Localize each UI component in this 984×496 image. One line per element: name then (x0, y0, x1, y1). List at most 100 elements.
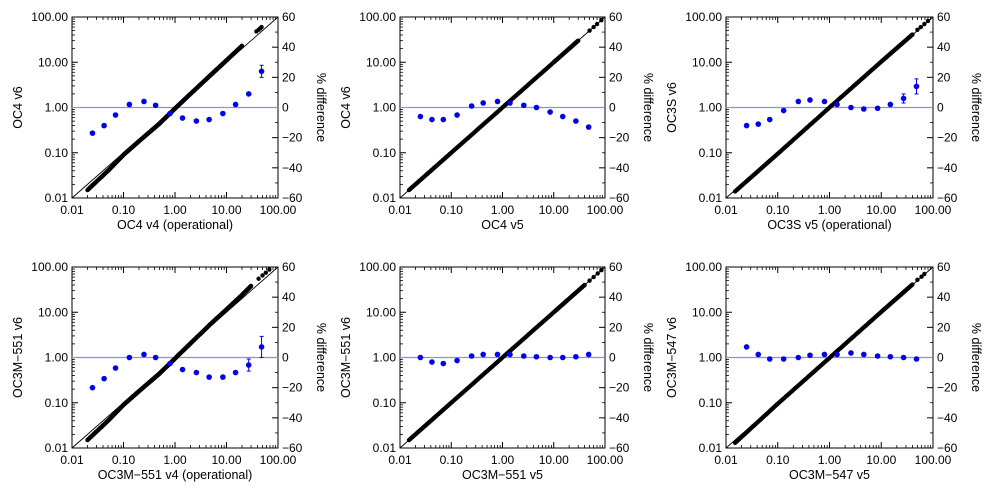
y-tick-label: 1.00 (45, 101, 69, 115)
x-tick-label: 0.01 (388, 453, 412, 467)
difference-point (429, 116, 435, 123)
y-axis-title: OC3M−551 v6 (11, 317, 25, 398)
scatter-points (732, 271, 927, 446)
x-tick-label: 0.10 (766, 203, 790, 217)
y2-tick-label: −20 (282, 131, 303, 145)
y-tick-label: 0.01 (373, 191, 397, 205)
difference-points (417, 98, 592, 130)
y2-tick-label: −40 (937, 411, 958, 425)
x-tick-label: 1.00 (818, 203, 842, 217)
difference-point (874, 105, 881, 112)
difference-point (520, 353, 527, 359)
difference-point (417, 113, 424, 120)
y2-tick-label: 40 (282, 290, 296, 304)
y2-tick-label: 60 (937, 260, 951, 274)
difference-point (848, 104, 854, 111)
y-axis-title: OC4 v6 (11, 86, 25, 128)
x-tick-label: 0.01 (388, 203, 412, 217)
difference-point (547, 354, 553, 361)
y2-tick-label: 20 (282, 70, 296, 84)
difference-point (821, 351, 828, 358)
x-tick-label: 0.01 (60, 453, 84, 467)
difference-point (795, 98, 802, 105)
difference-point (220, 110, 226, 117)
y-tick-label: 100.00 (685, 260, 722, 274)
scatter-point (915, 277, 920, 283)
scatter-point (248, 283, 254, 289)
scatter-point (599, 17, 604, 23)
x-tick-label: 0.01 (60, 203, 84, 217)
difference-point (887, 353, 894, 360)
y2-axis-title: % difference (314, 323, 328, 392)
difference-point (913, 356, 920, 362)
difference-point (141, 98, 147, 105)
x-tick-label: 1.00 (491, 453, 515, 467)
x-tick-label: 10.00 (211, 453, 241, 467)
y-tick-label: 0.10 (699, 396, 723, 410)
difference-point (220, 374, 226, 380)
scatter-point (910, 32, 915, 37)
scatter-point (260, 273, 265, 278)
difference-point (206, 116, 212, 123)
x-tick-label: 10.00 (539, 453, 569, 467)
y-tick-label: 10.00 (38, 55, 68, 69)
difference-point (193, 369, 200, 376)
y2-tick-label: 60 (937, 10, 951, 24)
difference-point (766, 116, 773, 123)
difference-points (417, 351, 592, 367)
y2-tick-label: −20 (609, 131, 630, 145)
difference-point (454, 112, 460, 118)
y2-tick-label: 20 (282, 320, 296, 334)
y2-tick-label: 20 (609, 70, 623, 84)
x-tick-label: 1.00 (163, 453, 187, 467)
y2-axis-title: % difference (641, 73, 655, 142)
difference-point (874, 353, 881, 359)
y2-tick-label: −20 (282, 381, 303, 395)
x-tick-label: 1.00 (163, 203, 187, 217)
y2-tick-label: −40 (609, 161, 630, 175)
scatter-point (594, 21, 600, 27)
difference-point (179, 366, 186, 373)
difference-point (913, 83, 920, 90)
scatter-point (263, 270, 269, 275)
y2-axis-title: % difference (969, 323, 983, 392)
difference-point (167, 110, 173, 117)
y2-tick-label: 40 (609, 40, 623, 54)
difference-point (861, 351, 867, 358)
difference-points (89, 64, 265, 136)
difference-point (494, 98, 501, 105)
y2-tick-label: 0 (282, 101, 289, 115)
difference-point (743, 344, 750, 350)
x-axis-title: OC3M−551 v4 (operational) (98, 468, 253, 482)
y-tick-label: 0.01 (45, 191, 69, 205)
y2-tick-label: −40 (282, 411, 303, 425)
difference-point (429, 359, 435, 365)
difference-point (573, 353, 579, 360)
y2-tick-label: −60 (609, 191, 630, 205)
difference-point (848, 350, 854, 356)
y2-axis-title: % difference (641, 323, 655, 392)
difference-point (480, 351, 486, 358)
difference-point (900, 95, 907, 102)
x-tick-label: 0.01 (714, 203, 738, 217)
y2-tick-label: 40 (609, 290, 623, 304)
scatter-point (591, 274, 596, 280)
difference-point (533, 104, 540, 111)
scatter-point (256, 276, 261, 281)
scatter-point (918, 24, 923, 30)
difference-point (454, 357, 460, 364)
y-tick-label: 1.00 (45, 351, 69, 365)
difference-point (743, 122, 750, 129)
x-tick-label: 10.00 (866, 453, 896, 467)
x-tick-label: 0.10 (112, 453, 136, 467)
scatter-point (239, 43, 245, 49)
y2-axis-title: % difference (314, 73, 328, 142)
x-tick-label: 100.00 (915, 453, 952, 467)
difference-point (126, 101, 133, 108)
y-tick-label: 10.00 (38, 305, 68, 319)
chart-panel-6: 0.01 0.10 1.00 10.00 100.00 0.01 0.10 1.00 10.00… (665, 260, 983, 482)
y-tick-label: 100.00 (31, 260, 68, 274)
y2-axis-title: % difference (969, 73, 983, 142)
difference-point (559, 354, 566, 361)
y2-tick-label: 40 (937, 290, 951, 304)
